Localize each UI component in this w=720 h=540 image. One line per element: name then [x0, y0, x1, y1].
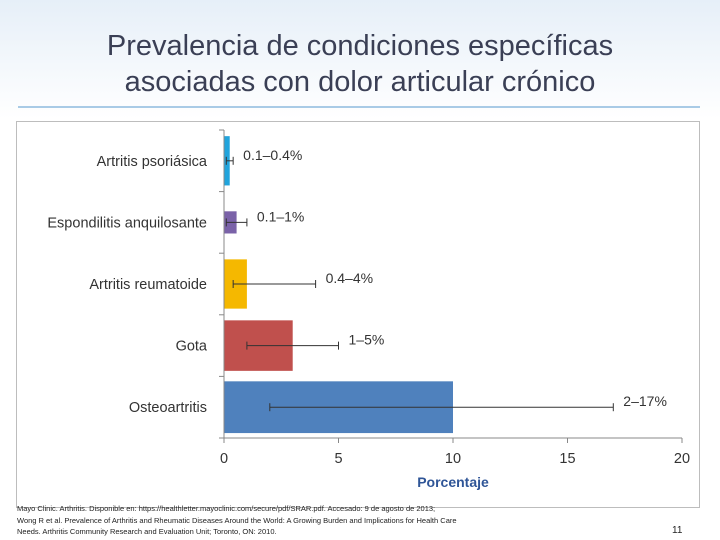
- x-tick-label: 15: [559, 451, 575, 467]
- footnote-line-1: Mayo Clinic. Arthritis. Disponible en: h…: [17, 504, 436, 513]
- data-label: 0.1–0.4%: [243, 147, 302, 163]
- data-label: 0.1–1%: [257, 208, 304, 224]
- title-line-2: asociadas con dolor articular crónico: [124, 66, 596, 98]
- data-label: 1–5%: [349, 332, 385, 348]
- category-label: Gota: [176, 339, 208, 355]
- footnote-line-3: Needs. Arthritis Community Research and …: [17, 527, 277, 536]
- x-axis-title: Porcentaje: [417, 474, 489, 490]
- footnote: Mayo Clinic. Arthritis. Disponible en: h…: [17, 503, 577, 538]
- category-label: Osteoartritis: [129, 400, 207, 416]
- footnote-line-2: Wong R et al. Prevalence of Arthritis an…: [17, 515, 457, 525]
- x-tick-label: 5: [334, 451, 342, 467]
- x-tick-label: 10: [445, 451, 461, 467]
- title-divider: [18, 106, 700, 108]
- x-tick-label: 20: [674, 451, 690, 467]
- data-label: 0.4–4%: [326, 270, 373, 286]
- slide-title: Prevalencia de condiciones específicas a…: [0, 28, 720, 100]
- category-label: Artritis psoriásica: [97, 154, 208, 170]
- chart-frame: [16, 121, 700, 508]
- data-label: 2–17%: [623, 393, 667, 409]
- x-tick-label: 0: [220, 451, 228, 467]
- category-label: Espondilitis anquilosante: [47, 215, 207, 231]
- title-line-1: Prevalencia de condiciones específicas: [106, 30, 614, 62]
- slide-number: 11: [672, 525, 683, 536]
- category-label: Artritis reumatoide: [89, 277, 207, 293]
